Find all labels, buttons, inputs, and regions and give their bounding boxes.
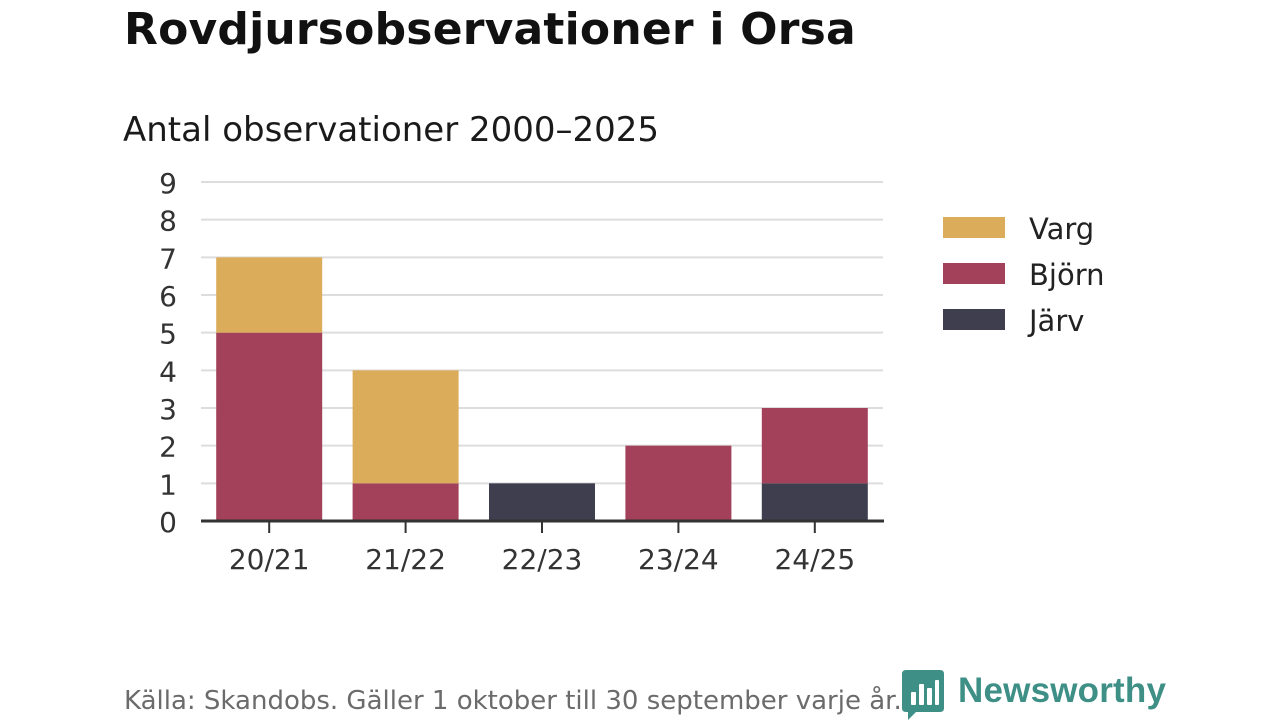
bar-varg-20-21 bbox=[216, 257, 323, 333]
x-tick-label: 21/22 bbox=[365, 543, 446, 576]
y-axis-ticks: 0 1 2 3 4 5 6 7 8 9 bbox=[159, 167, 177, 539]
bar-björn-23-24 bbox=[625, 445, 732, 521]
chart-title: Rovdjursobservationer i Orsa bbox=[124, 4, 856, 55]
y-tick-label: 9 bbox=[159, 167, 177, 200]
y-tick-label: 7 bbox=[159, 242, 177, 275]
y-tick-label: 3 bbox=[159, 393, 177, 426]
bars bbox=[216, 257, 868, 521]
legend-label-björn: Björn bbox=[1029, 258, 1105, 292]
x-tick-label: 24/25 bbox=[774, 543, 855, 576]
x-tick-label: 23/24 bbox=[638, 543, 719, 576]
newsworthy-logo-icon bbox=[902, 670, 944, 720]
y-tick-label: 1 bbox=[159, 468, 177, 501]
legend-swatch-varg bbox=[943, 217, 1005, 238]
legend-swatch-järv bbox=[943, 309, 1005, 330]
bar-björn-24-25 bbox=[761, 408, 868, 484]
y-tick-label: 4 bbox=[159, 355, 177, 388]
y-tick-label: 5 bbox=[159, 318, 177, 351]
y-tick-label: 2 bbox=[159, 431, 177, 464]
y-tick-label: 8 bbox=[159, 205, 177, 238]
bar-björn-21-22 bbox=[352, 483, 459, 521]
source-note: Källa: Skandobs. Gäller 1 oktober till 3… bbox=[124, 686, 902, 716]
x-tick-label: 20/21 bbox=[229, 543, 310, 576]
bar-järv-24-25 bbox=[761, 483, 868, 521]
legend-swatch-björn bbox=[943, 263, 1005, 284]
bar-järv-22-23 bbox=[489, 483, 595, 521]
x-tick-label: 22/23 bbox=[502, 543, 583, 576]
legend: Varg Björn Järv bbox=[943, 212, 1105, 338]
y-tick-label: 6 bbox=[159, 280, 177, 313]
stacked-bar-chart: 0 1 2 3 4 5 6 7 8 9 20/21 21/22 22/23 23/24 24/25 Var… bbox=[159, 167, 1105, 576]
x-axis-ticks: 20/21 21/22 22/23 23/24 24/25 bbox=[229, 521, 855, 576]
bar-björn-20-21 bbox=[216, 332, 323, 521]
legend-label-järv: Järv bbox=[1027, 304, 1084, 338]
newsworthy-logo: Newsworthy bbox=[902, 670, 1166, 720]
y-tick-label: 0 bbox=[159, 506, 177, 539]
chart-subtitle: Antal observationer 2000–2025 bbox=[123, 110, 660, 150]
brand-name: Newsworthy bbox=[958, 671, 1167, 710]
legend-label-varg: Varg bbox=[1029, 212, 1094, 246]
bar-varg-21-22 bbox=[352, 370, 459, 484]
